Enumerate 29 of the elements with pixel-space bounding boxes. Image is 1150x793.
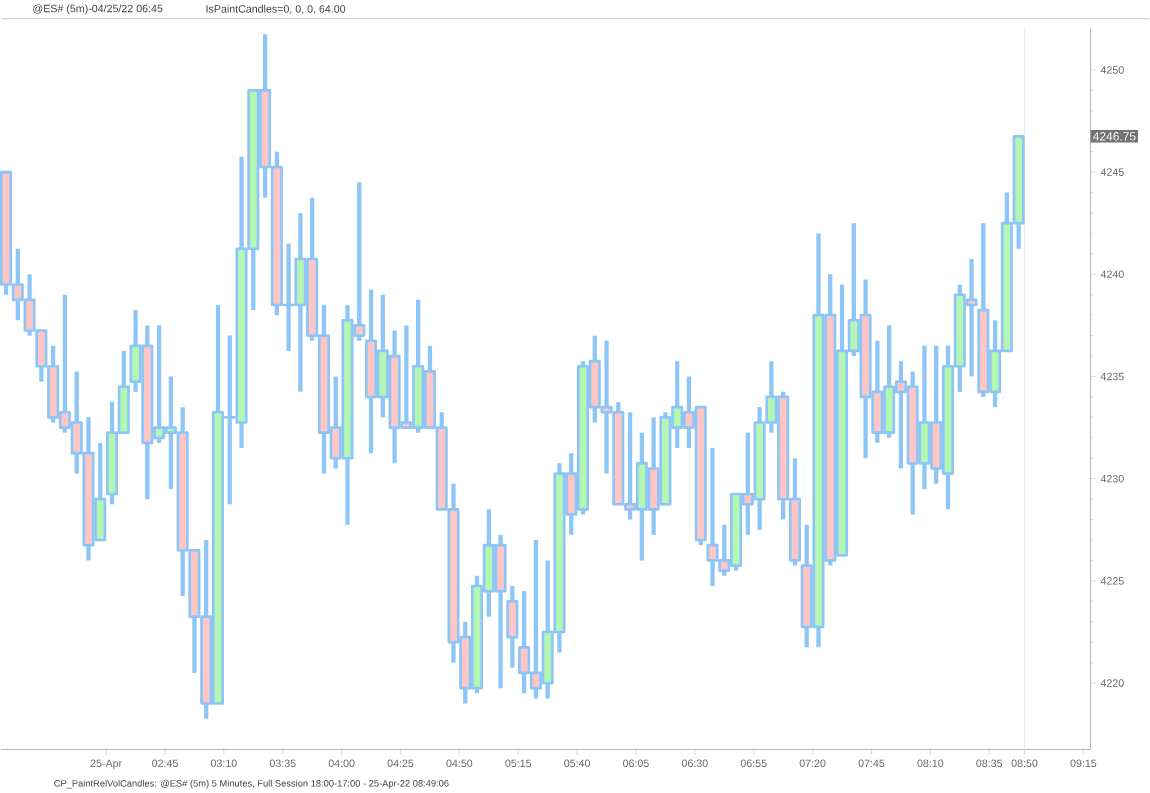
x-tick-label: 06:55 bbox=[740, 759, 767, 768]
x-tick-label: 07:45 bbox=[858, 759, 885, 768]
x-tick-label: 07:20 bbox=[799, 759, 826, 768]
x-tick-label: 25-Apr bbox=[90, 759, 122, 770]
x-tick-label: 04:00 bbox=[328, 759, 355, 768]
x-tick-label: 03:35 bbox=[269, 759, 296, 768]
y-tick-label: 4245 bbox=[1100, 168, 1124, 176]
y-tick-label: 4240 bbox=[1100, 270, 1124, 279]
x-tick-label: 03:10 bbox=[210, 759, 237, 768]
x-tick-label: 02:45 bbox=[152, 759, 178, 768]
x-tick-label: 06:05 bbox=[623, 759, 649, 768]
chart-subtitle: IsPaintCandles=0, 0, 0, 64.00 bbox=[206, 4, 346, 14]
y-tick-label: 4250 bbox=[1100, 66, 1124, 74]
y-tick-label: 4230 bbox=[1100, 474, 1124, 483]
x-tick-label: 06:30 bbox=[681, 759, 708, 768]
x-tick-label: 05:40 bbox=[564, 759, 591, 768]
y-tick-label: 4225 bbox=[1100, 577, 1124, 585]
x-tick-label: 08:35 bbox=[976, 759, 1003, 768]
x-tick-label: 04:25 bbox=[387, 759, 414, 768]
y-tick-label: 4220 bbox=[1100, 679, 1124, 687]
x-tick-label: 08:10 bbox=[917, 759, 944, 768]
x-tick-label: 09:15 bbox=[1070, 759, 1097, 768]
x-tick-label: 08:50 bbox=[1011, 759, 1038, 768]
x-tick-label: 04:50 bbox=[446, 759, 473, 768]
text: CP_PaintRelVolCandles: @ES# (5m) 5 Minutes, Full Session 18:00-17:00 - 25-Apr-22 08:49:06 bbox=[54, 779, 449, 789]
chart-title: @ES# (5m)-04/25/22 06:45 bbox=[33, 4, 163, 15]
text: 4246.75 bbox=[1093, 132, 1136, 141]
y-tick-label: 4235 bbox=[1100, 372, 1124, 381]
x-tick-label: 05:15 bbox=[505, 759, 532, 768]
